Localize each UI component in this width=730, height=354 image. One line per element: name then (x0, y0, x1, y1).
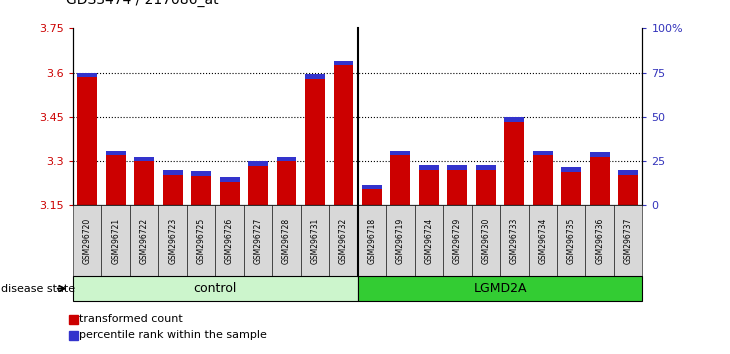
Bar (533, 151, 553, 205)
Bar (447, 165, 467, 205)
Bar (391, 151, 410, 155)
Text: GSM296736: GSM296736 (595, 217, 604, 264)
Bar (163, 170, 182, 175)
Bar (248, 161, 268, 166)
Text: GSM296734: GSM296734 (538, 217, 548, 264)
Bar (618, 170, 638, 205)
Bar (106, 151, 126, 205)
Bar (134, 156, 154, 161)
Bar (305, 74, 325, 205)
Bar (618, 170, 638, 175)
Text: GSM296730: GSM296730 (481, 217, 491, 264)
Text: GSM296723: GSM296723 (168, 218, 177, 264)
Bar (476, 165, 496, 170)
Text: GSM296725: GSM296725 (196, 218, 206, 264)
Text: GSM296735: GSM296735 (566, 217, 576, 264)
Bar (419, 165, 439, 170)
Bar (447, 165, 467, 170)
Text: GSM296720: GSM296720 (82, 218, 92, 264)
Bar (191, 171, 211, 176)
Text: GSM296737: GSM296737 (623, 217, 633, 264)
Text: control: control (193, 282, 237, 295)
Text: GSM296728: GSM296728 (282, 218, 291, 264)
Bar (334, 61, 353, 205)
Bar (362, 185, 382, 205)
Text: GSM296726: GSM296726 (225, 218, 234, 264)
Text: GSM296733: GSM296733 (510, 217, 519, 264)
Text: GSM296719: GSM296719 (396, 218, 405, 264)
Bar (590, 152, 610, 205)
Bar (476, 165, 496, 205)
Text: GSM296721: GSM296721 (111, 218, 120, 264)
Bar (248, 161, 268, 205)
Text: GSM296727: GSM296727 (253, 218, 263, 264)
Bar (561, 167, 581, 172)
Bar (391, 151, 410, 205)
Bar (220, 177, 239, 182)
Text: GSM296718: GSM296718 (367, 218, 377, 264)
Bar (220, 177, 239, 205)
Bar (163, 170, 182, 205)
Bar (134, 156, 154, 205)
Bar (305, 74, 325, 79)
Bar (77, 73, 97, 205)
Text: disease state: disease state (1, 284, 76, 293)
Text: GSM296722: GSM296722 (139, 218, 149, 264)
Bar (334, 61, 353, 65)
Bar (419, 165, 439, 205)
Text: GSM296729: GSM296729 (453, 218, 462, 264)
Bar (590, 152, 610, 157)
Bar (504, 117, 524, 121)
Bar (191, 171, 211, 205)
Bar (77, 73, 97, 77)
Text: GSM296732: GSM296732 (339, 218, 348, 264)
Bar (533, 151, 553, 155)
Bar (362, 185, 382, 189)
Text: percentile rank within the sample: percentile rank within the sample (79, 330, 266, 339)
Bar (106, 151, 126, 155)
Bar (504, 117, 524, 205)
Text: GDS3474 / 217086_at: GDS3474 / 217086_at (66, 0, 218, 7)
Text: transformed count: transformed count (79, 314, 182, 324)
Bar (277, 156, 296, 161)
Text: LGMD2A: LGMD2A (473, 282, 527, 295)
Text: GSM296731: GSM296731 (310, 218, 320, 264)
Text: GSM296724: GSM296724 (424, 218, 434, 264)
Bar (277, 156, 296, 205)
Bar (561, 167, 581, 205)
